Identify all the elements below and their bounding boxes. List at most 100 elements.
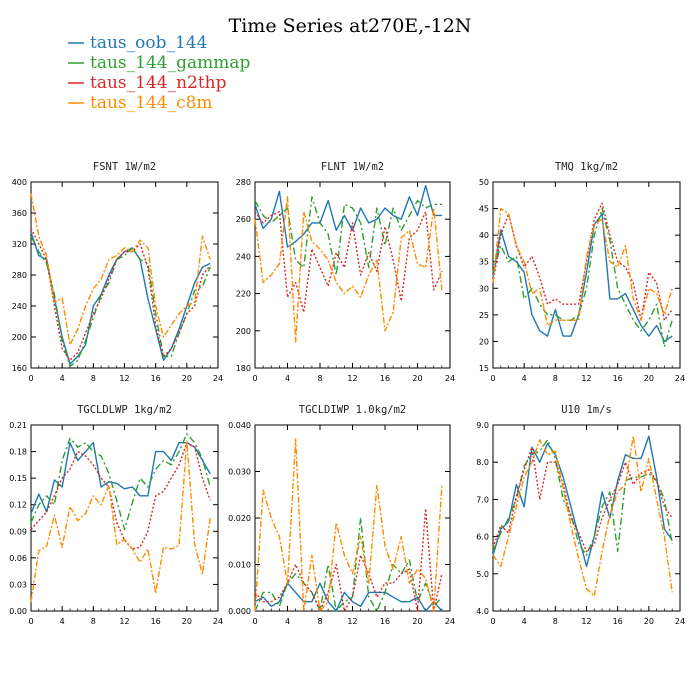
x-tick-label-0-4: 16: [151, 374, 161, 383]
y-tick-label-4-4: 0.040: [228, 421, 251, 430]
panel-3: TGCLDLWP 1kg/m2 0 4 8 12 16 20 24 0.00 0.03 0.06 0.…: [9, 404, 223, 626]
x-tick-label-3-5: 20: [182, 617, 192, 626]
y-tick-label-3-2: 0.06: [9, 554, 27, 563]
y-tick-label-0-3: 280: [12, 271, 27, 280]
series-line-4-3: [254, 438, 443, 612]
panel-title-3: TGCLDLWP 1kg/m2: [77, 404, 172, 416]
panel-title-4: TGCLDIWP 1.0kg/m2: [299, 404, 406, 416]
y-tick-label-4-0: 0.000: [228, 607, 251, 616]
series-line-5-2: [492, 446, 673, 553]
series-line-3-1: [30, 433, 211, 531]
legend-entry-1: taus_144_gammap: [90, 53, 250, 73]
figure-title: Time Series at270E,-12N: [229, 15, 472, 37]
panel-0: FSNT 1W/m2 0 4 8 12 16 20 24 160 200 240 280 320 360 4…: [12, 161, 223, 383]
y-tick-label-3-3: 0.09: [9, 527, 27, 536]
x-tick-label-4-5: 20: [412, 617, 422, 626]
legend-entry-2: taus_144_n2thp: [90, 73, 227, 93]
panel-frame-3: [30, 424, 219, 612]
x-tick-label-0-6: 24: [213, 374, 223, 383]
x-tick-label-3-2: 8: [91, 617, 96, 626]
series-line-4-1: [254, 517, 443, 612]
series-line-5-3: [492, 435, 673, 597]
y-tick-label-1-5: 280: [236, 178, 251, 187]
y-tick-label-0-2: 240: [12, 302, 27, 311]
x-tick-label-2-2: 8: [553, 374, 558, 383]
series-line-5-0: [492, 435, 673, 568]
panel-1: FLNT 1W/m2 0 4 8 12 16 20 24 180 200 220 240 260 280: [236, 161, 455, 383]
y-tick-label-2-2: 25: [479, 311, 489, 320]
panel-frame-0: [30, 181, 219, 369]
x-tick-label-3-1: 4: [60, 617, 65, 626]
y-tick-label-5-3: 7.0: [476, 495, 489, 504]
x-tick-label-2-0: 0: [490, 374, 495, 383]
y-tick-label-2-3: 30: [479, 284, 489, 293]
series-line-4-0: [254, 582, 443, 612]
panel-title-1: FLNT 1W/m2: [321, 161, 384, 173]
x-tick-label-3-3: 12: [119, 617, 129, 626]
y-tick-label-1-4: 260: [236, 215, 251, 224]
series-line-5-1: [492, 439, 673, 556]
y-tick-label-5-1: 5.0: [476, 570, 489, 579]
x-tick-label-4-0: 0: [252, 617, 257, 626]
x-tick-label-1-6: 24: [445, 374, 455, 383]
y-tick-label-2-7: 50: [479, 178, 489, 187]
y-tick-label-2-6: 45: [479, 205, 489, 214]
x-tick-label-1-2: 8: [317, 374, 322, 383]
series-line-0-0: [30, 232, 211, 365]
x-tick-label-5-5: 20: [644, 617, 654, 626]
x-tick-label-4-6: 24: [445, 617, 455, 626]
series-line-1-1: [254, 196, 442, 276]
y-tick-label-3-6: 0.18: [9, 448, 27, 457]
x-tick-label-3-4: 16: [151, 617, 161, 626]
x-tick-label-5-1: 4: [522, 617, 527, 626]
series-line-0-1: [30, 235, 211, 368]
panel-title-2: TMQ 1kg/m2: [555, 161, 618, 173]
x-tick-label-5-0: 0: [490, 617, 495, 626]
x-tick-label-4-4: 16: [380, 617, 390, 626]
y-tick-label-3-1: 0.03: [9, 580, 27, 589]
y-tick-label-2-0: 15: [479, 364, 489, 373]
series-line-1-2: [254, 211, 443, 313]
series-line-2-3: [492, 207, 673, 327]
series-line-2-0: [492, 213, 673, 343]
y-tick-label-1-0: 180: [236, 364, 251, 373]
x-tick-label-0-0: 0: [28, 374, 33, 383]
y-tick-label-4-3: 0.030: [228, 468, 251, 477]
series-line-0-2: [30, 228, 211, 361]
series-line-4-2: [254, 508, 443, 612]
y-tick-label-1-1: 200: [236, 327, 251, 336]
series-line-0-3: [30, 193, 211, 346]
x-tick-label-2-1: 4: [522, 374, 527, 383]
y-tick-label-5-2: 6.0: [476, 533, 489, 542]
y-tick-label-3-5: 0.15: [9, 474, 27, 483]
y-tick-label-0-0: 160: [12, 364, 27, 373]
y-tick-label-1-2: 220: [236, 290, 251, 299]
x-tick-label-5-6: 24: [675, 617, 685, 626]
y-tick-label-2-1: 20: [479, 337, 489, 346]
y-tick-label-4-2: 0.020: [228, 514, 251, 523]
x-tick-label-0-2: 8: [91, 374, 96, 383]
panel-title-5: U10 1m/s: [561, 404, 612, 416]
x-tick-label-0-5: 20: [182, 374, 192, 383]
panel-title-0: FSNT 1W/m2: [93, 161, 156, 173]
y-tick-label-2-4: 35: [479, 258, 489, 267]
y-tick-label-3-4: 0.12: [9, 501, 27, 510]
y-tick-label-5-4: 8.0: [476, 458, 489, 467]
y-tick-label-3-0: 0.00: [9, 607, 27, 616]
panel-frame-1: [254, 181, 451, 369]
y-tick-label-2-5: 40: [479, 231, 489, 240]
y-tick-label-0-4: 320: [12, 240, 27, 249]
x-tick-label-5-3: 12: [581, 617, 591, 626]
series-line-3-3: [30, 440, 211, 603]
x-tick-label-1-5: 20: [412, 374, 422, 383]
series-line-1-3: [254, 196, 443, 343]
x-tick-label-0-1: 4: [60, 374, 65, 383]
x-tick-label-2-3: 12: [581, 374, 591, 383]
y-tick-label-0-1: 200: [12, 333, 27, 342]
x-tick-label-0-3: 12: [119, 374, 129, 383]
y-tick-label-5-0: 4.0: [476, 607, 489, 616]
x-tick-label-4-3: 12: [347, 617, 357, 626]
x-tick-label-5-2: 8: [553, 617, 558, 626]
x-tick-label-2-4: 16: [613, 374, 623, 383]
